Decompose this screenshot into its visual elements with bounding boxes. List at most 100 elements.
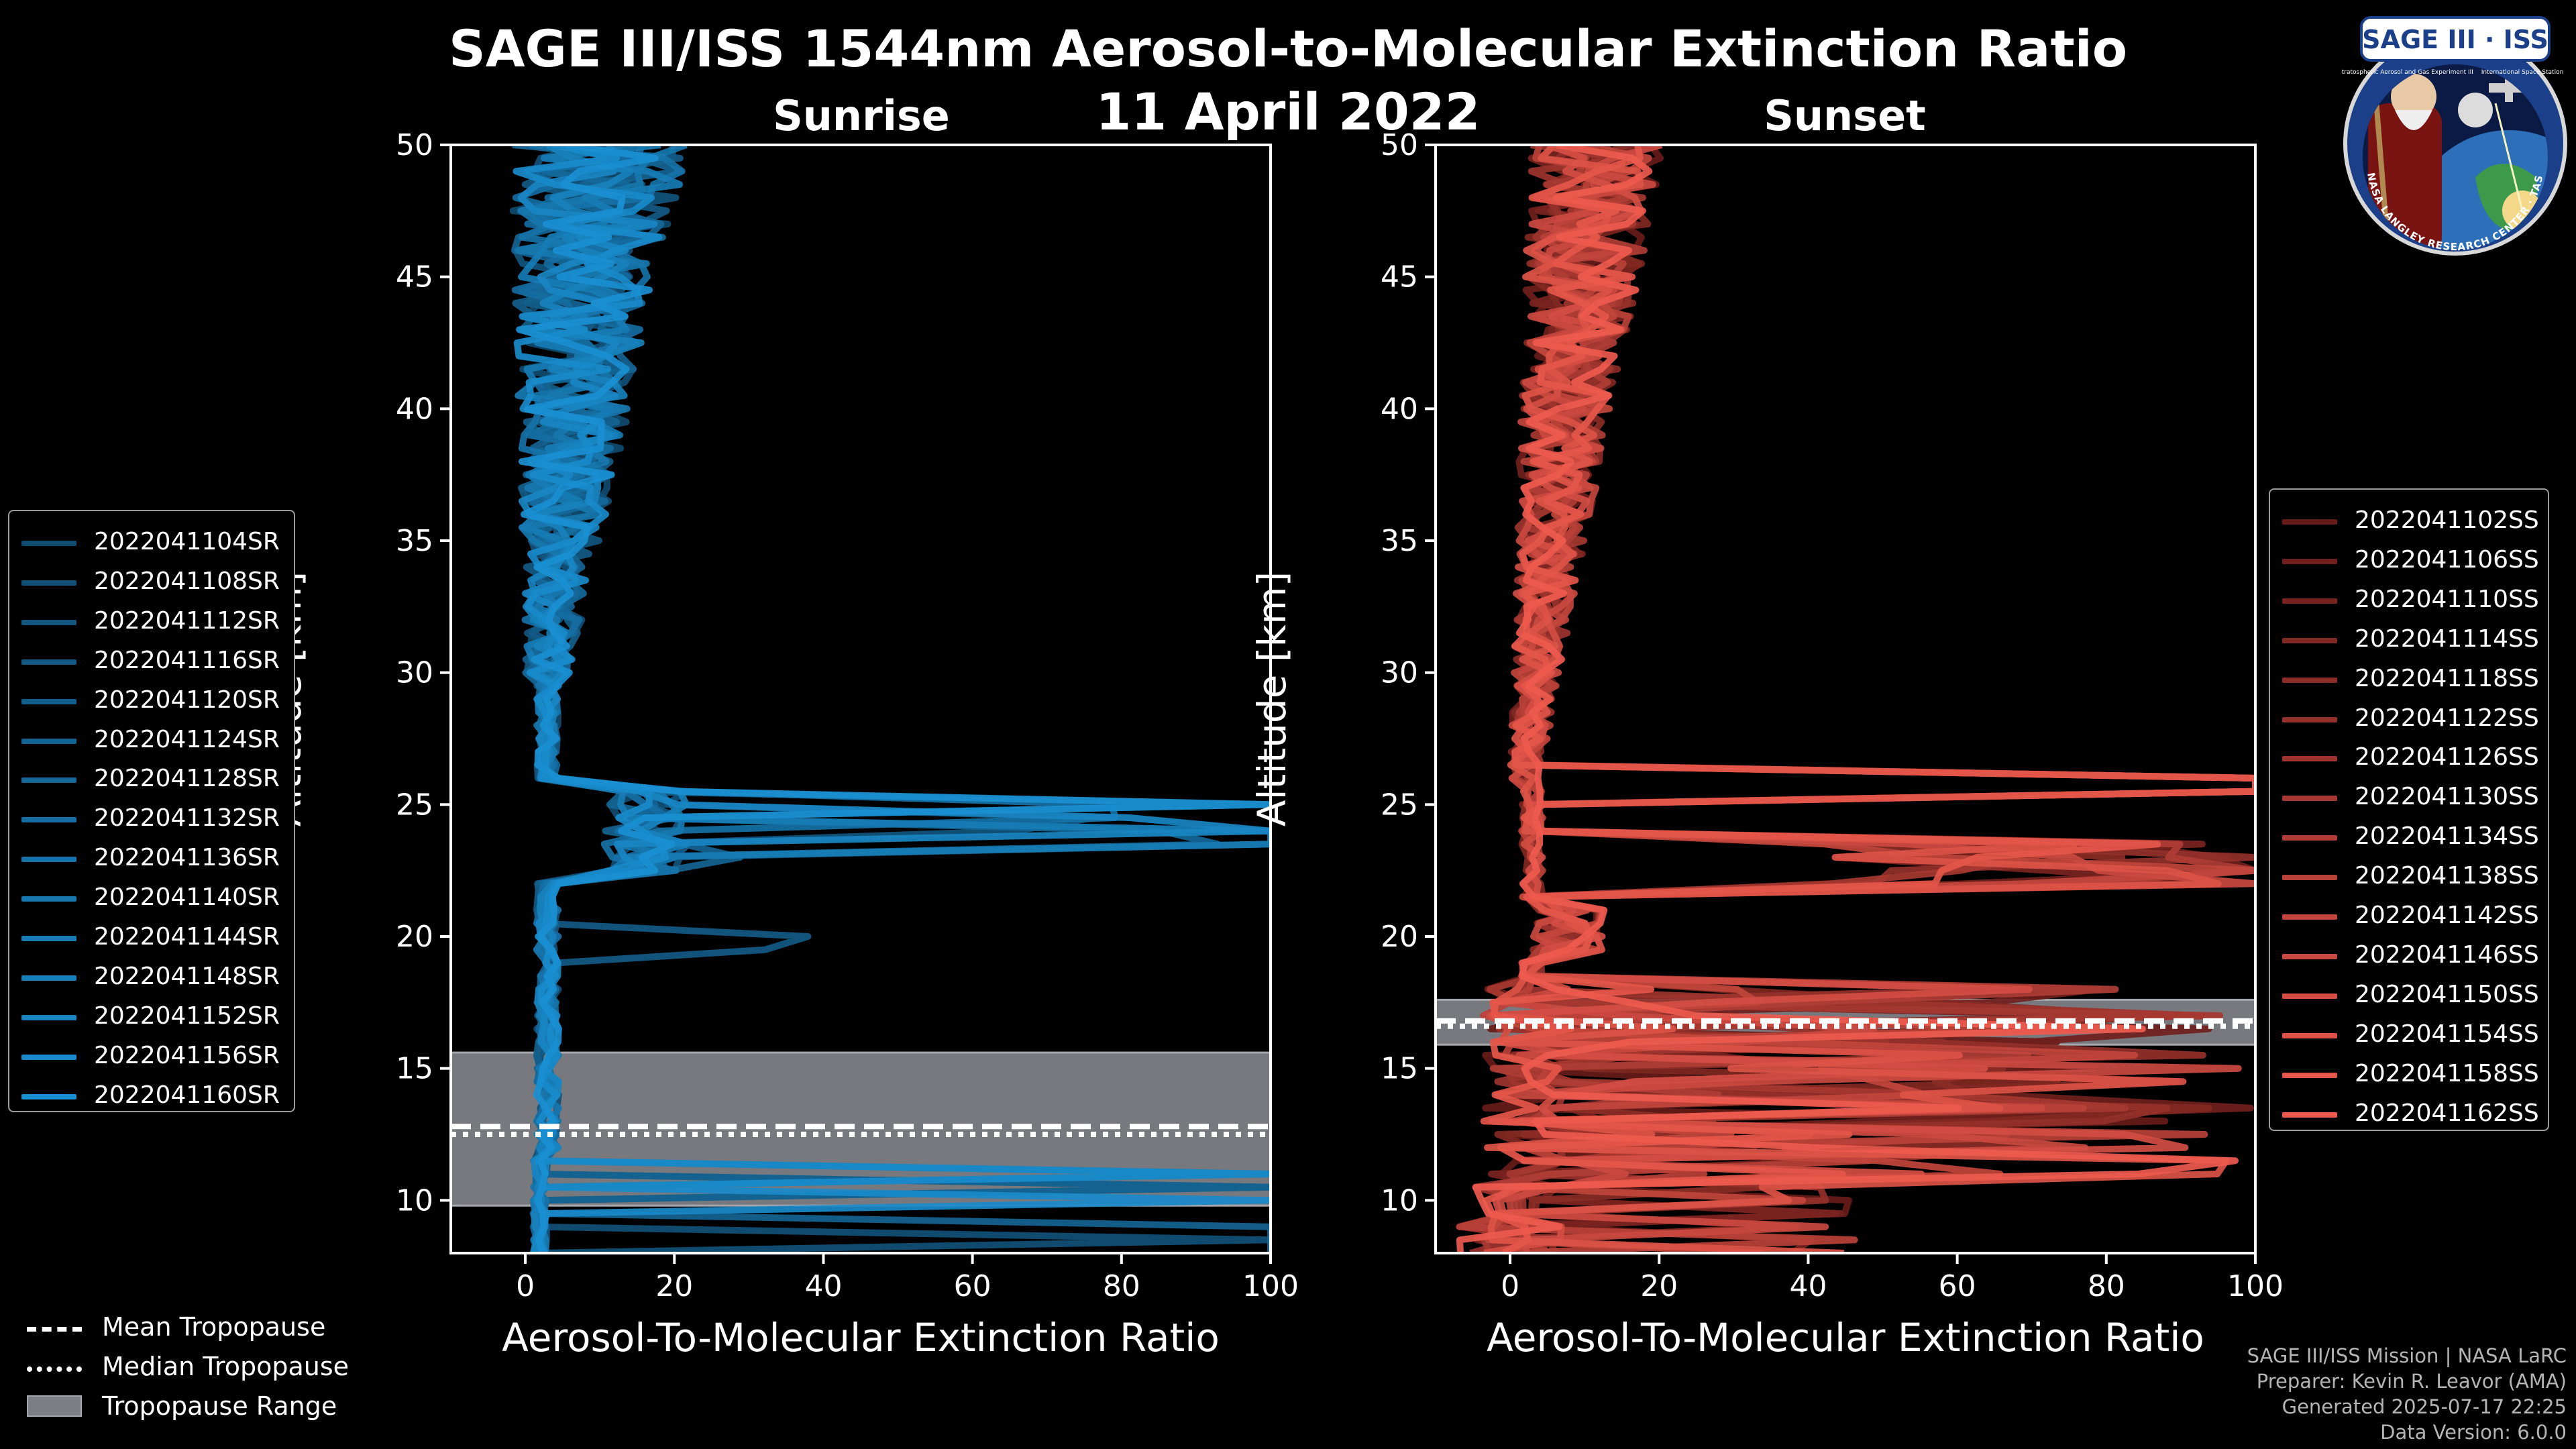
sunset-ytick-label-15: 15	[1381, 1052, 1418, 1086]
legend-swatch-2022041160SR	[21, 1093, 76, 1099]
figure-date: 11 April 2022	[1095, 82, 1481, 142]
legend-swatch-2022041130SS	[2282, 796, 2337, 802]
legend-swatch-2022041156SR	[21, 1054, 76, 1060]
legend-item-2022041108SR: 2022041108SR	[9, 563, 294, 602]
sunrise-x-axis-label: Aerosol-To-Molecular Extinction Ratio	[502, 1315, 1220, 1360]
profile-line-2022041162SS	[1456, 145, 2239, 1253]
legend-swatch-2022041106SS	[2282, 558, 2337, 564]
tropopause-range-swatch	[27, 1395, 82, 1417]
legend-item-2022041120SR: 2022041120SR	[9, 682, 294, 720]
sunrise-ytick-label-50: 50	[396, 128, 433, 162]
legend-swatch-2022041148SR	[21, 975, 76, 981]
sunset-legend: 2022041102SS 2022041106SS 2022041110SS 2022…	[2269, 488, 2549, 1131]
footer-preparer: Preparer: Kevin R. Leavor (AMA)	[2256, 1370, 2567, 1393]
legend-label-2022041160SR: 2022041160SR	[94, 1081, 280, 1109]
sunrise-xtick-label-80: 80	[1103, 1269, 1140, 1303]
sunrise-ytick-label-10: 10	[396, 1183, 433, 1218]
legend-swatch-2022041120SR	[21, 698, 76, 704]
sunrise-ytick-label-15: 15	[396, 1052, 433, 1086]
legend-item-2022041136SR: 2022041136SR	[9, 839, 294, 878]
legend-label-2022041132SR: 2022041132SR	[94, 804, 280, 833]
legend-swatch-2022041110SS	[2282, 598, 2337, 604]
legend-label-2022041156SR: 2022041156SR	[94, 1041, 280, 1069]
legend-item-2022041128SR: 2022041128SR	[9, 760, 294, 799]
legend-swatch-2022041104SR	[21, 541, 76, 546]
legend-item-2022041110SS: 2022041110SS	[2270, 581, 2548, 620]
sunset-xtick-label-60: 60	[1939, 1269, 1976, 1303]
legend-item-2022041126SS: 2022041126SS	[2270, 739, 2548, 777]
sunset-y-axis-label: Altitude [km]	[1249, 572, 1295, 826]
sunset-ytick-label-20: 20	[1381, 920, 1418, 954]
legend-item-2022041156SR: 2022041156SR	[9, 1037, 294, 1076]
legend-label-2022041128SR: 2022041128SR	[94, 765, 280, 793]
sunset-axes-frame	[1434, 144, 2257, 1254]
legend-swatch-2022041138SS	[2282, 875, 2337, 881]
legend-item-2022041124SR: 2022041124SR	[9, 721, 294, 760]
legend-item-2022041106SS: 2022041106SS	[2270, 541, 2548, 580]
legend-label-2022041152SR: 2022041152SR	[94, 1002, 280, 1030]
legend-swatch-2022041128SR	[21, 777, 76, 784]
legend-item-2022041118SS: 2022041118SS	[2270, 660, 2548, 699]
legend-swatch-2022041116SR	[21, 659, 76, 665]
legend-item-2022041160SR: 2022041160SR	[9, 1077, 294, 1116]
sunset-profiles	[1456, 145, 2255, 1253]
legend-item-2022041116SR: 2022041116SR	[9, 642, 294, 681]
legend-swatch-2022041158SS	[2282, 1072, 2337, 1078]
legend-swatch-2022041140SR	[21, 896, 76, 902]
legend-swatch-2022041154SS	[2282, 1032, 2337, 1038]
legend-swatch-2022041112SR	[21, 619, 76, 625]
sage-iii-iss-logo: SAGE III · ISS Stratospheric Aerosol and…	[2341, 9, 2567, 256]
legend-label-2022041114SS: 2022041114SS	[2355, 625, 2539, 653]
sunset-xtick-label-100: 100	[2227, 1269, 2284, 1303]
sunrise-axes-frame	[449, 144, 1272, 1254]
sunset-xtick-label-20: 20	[1640, 1269, 1678, 1303]
median-tropopause-legend-item: Median Tropopause	[27, 1348, 429, 1387]
sunrise-legend: 2022041104SR 2022041108SR 2022041112SR 2022…	[8, 510, 295, 1112]
footer-generated: Generated 2025-07-17 22:25	[2282, 1395, 2567, 1418]
legend-item-2022041122SS: 2022041122SS	[2270, 700, 2548, 739]
legend-swatch-2022041102SS	[2282, 519, 2337, 525]
median-tropopause-label: Median Tropopause	[102, 1352, 349, 1381]
legend-label-2022041106SS: 2022041106SS	[2355, 545, 2539, 574]
legend-label-2022041136SR: 2022041136SR	[94, 844, 280, 872]
sunset-panel-title: Sunset	[1764, 91, 1926, 140]
sunset-ytick-label-25: 25	[1381, 788, 1418, 822]
legend-item-2022041134SS: 2022041134SS	[2270, 818, 2548, 857]
legend-label-2022041104SR: 2022041104SR	[94, 528, 280, 555]
legend-label-2022041124SR: 2022041124SR	[94, 725, 280, 753]
profile-line-2022041158SS	[1480, 145, 2255, 1253]
sunrise-ytick-label-40: 40	[396, 392, 433, 426]
legend-label-2022041138SS: 2022041138SS	[2355, 862, 2539, 890]
legend-label-2022041108SR: 2022041108SR	[94, 567, 280, 595]
legend-item-2022041142SS: 2022041142SS	[2270, 897, 2548, 936]
legend-label-2022041154SS: 2022041154SS	[2355, 1020, 2539, 1048]
legend-swatch-2022041136SR	[21, 857, 76, 863]
sunrise-ytick-label-45: 45	[396, 260, 433, 294]
legend-swatch-2022041134SS	[2282, 835, 2337, 841]
legend-swatch-2022041124SR	[21, 738, 76, 744]
legend-label-2022041142SS: 2022041142SS	[2355, 902, 2539, 929]
legend-label-2022041140SR: 2022041140SR	[94, 883, 280, 912]
legend-item-2022041150SS: 2022041150SS	[2270, 976, 2548, 1015]
legend-item-2022041144SR: 2022041144SR	[9, 918, 294, 957]
mean-tropopause-legend-item: Mean Tropopause	[27, 1308, 429, 1347]
sunrise-xtick-label-60: 60	[954, 1269, 991, 1303]
legend-item-2022041162SS: 2022041162SS	[2270, 1095, 2548, 1134]
legend-label-2022041110SS: 2022041110SS	[2355, 585, 2539, 613]
footer-mission: SAGE III/ISS Mission | NASA LaRC	[2247, 1344, 2567, 1367]
footer-data-version: Data Version: 6.0.0	[2380, 1421, 2567, 1444]
legend-label-2022041126SS: 2022041126SS	[2355, 743, 2539, 771]
legend-item-2022041148SR: 2022041148SR	[9, 958, 294, 997]
legend-item-2022041140SR: 2022041140SR	[9, 879, 294, 918]
legend-label-2022041134SS: 2022041134SS	[2355, 822, 2539, 851]
logo-name: SAGE III · ISS	[2362, 25, 2548, 54]
legend-item-2022041146SS: 2022041146SS	[2270, 936, 2548, 975]
legend-label-2022041102SS: 2022041102SS	[2355, 506, 2539, 534]
sunset-xtick-label-80: 80	[2088, 1269, 2125, 1303]
sunset-ytick-label-40: 40	[1381, 392, 1418, 426]
sunrise-xtick-label-0: 0	[516, 1269, 535, 1303]
legend-label-2022041118SS: 2022041118SS	[2355, 664, 2539, 692]
sunrise-ytick-label-35: 35	[396, 524, 433, 558]
legend-label-2022041144SR: 2022041144SR	[94, 923, 280, 951]
